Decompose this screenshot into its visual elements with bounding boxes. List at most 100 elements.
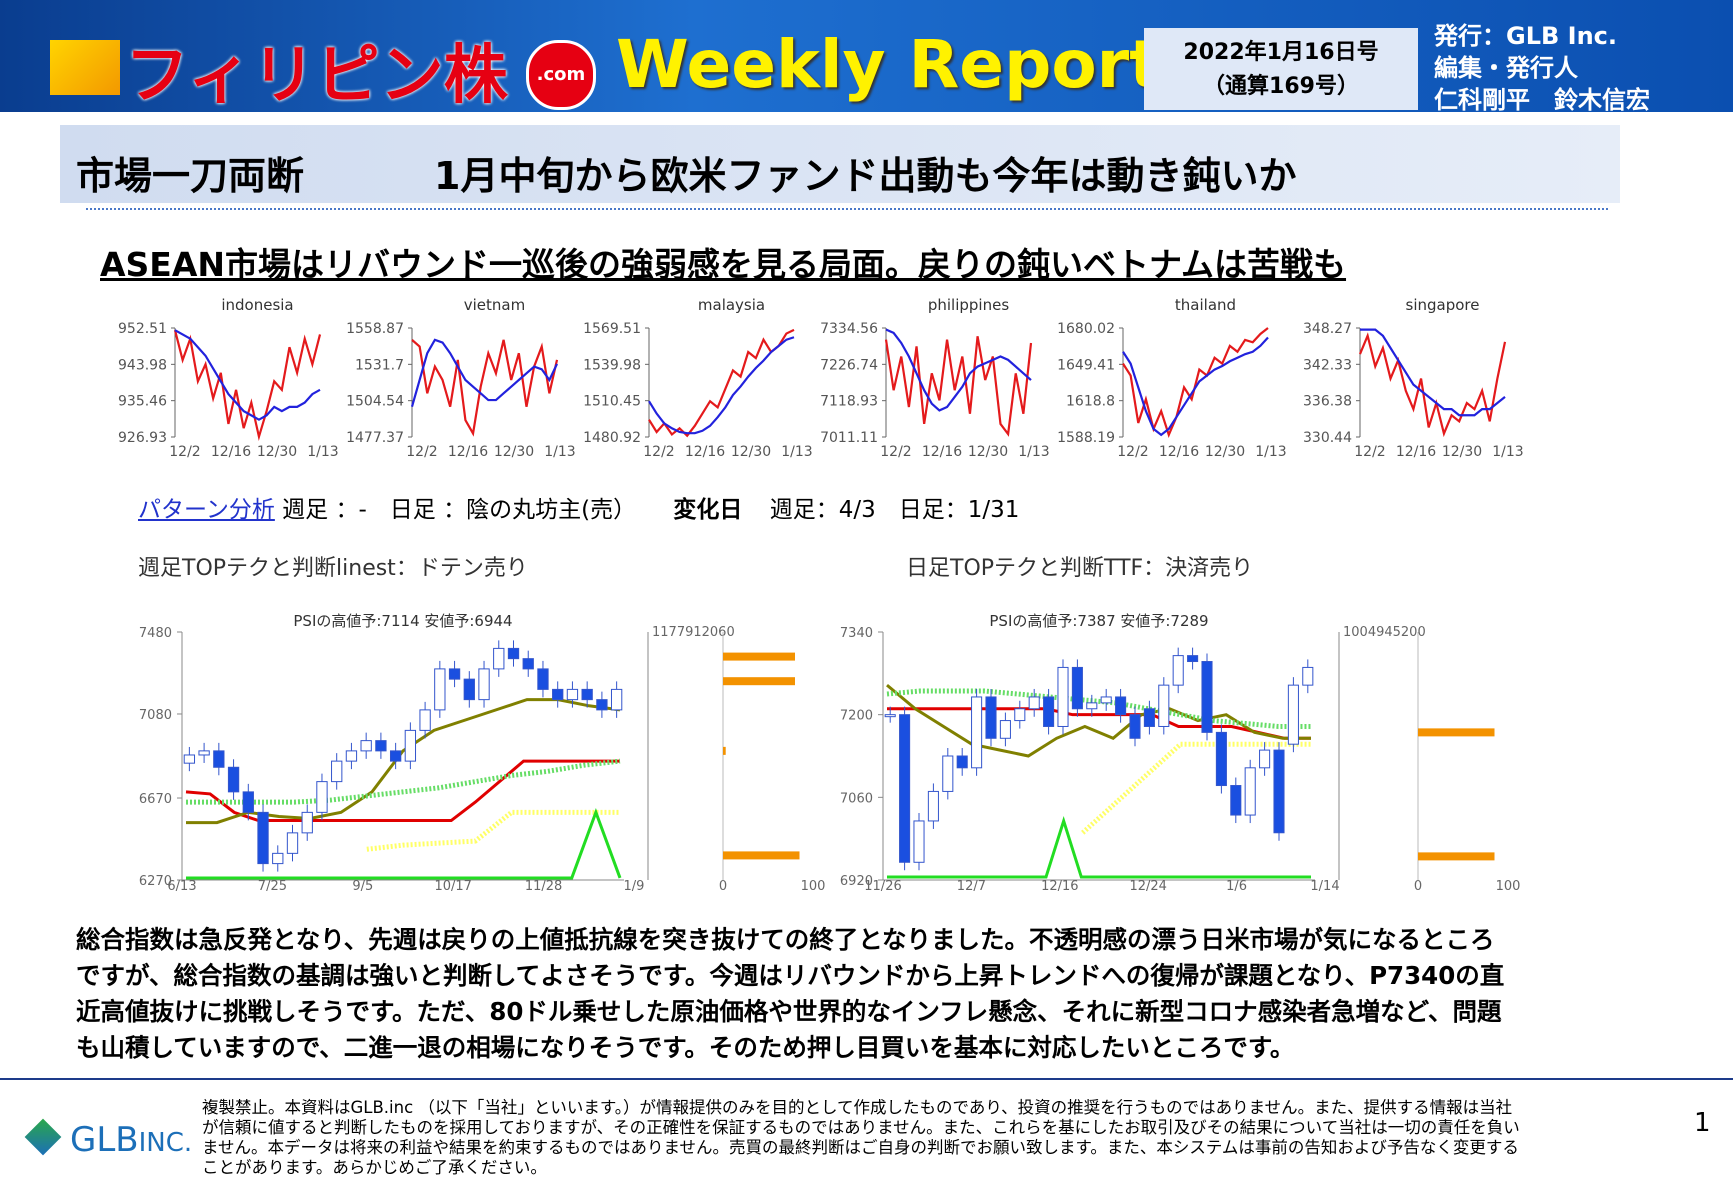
x-tick-label: 12/16 [448, 444, 488, 460]
brand: フィリピン株 [125, 39, 508, 113]
candle [884, 714, 896, 718]
candle [566, 688, 579, 701]
editor-role: 編集・発行人 [1434, 54, 1578, 82]
footer-logo: GLBINC. [70, 1120, 192, 1160]
candle [1014, 708, 1026, 722]
candle [493, 647, 505, 670]
section-headline: 1月中旬から欧米ファンド出動も今年は動き鈍いか [434, 154, 1297, 198]
series-line [1360, 328, 1506, 417]
candle [596, 699, 608, 711]
x-tick-label: 12/2 [169, 444, 200, 460]
series-line [648, 328, 795, 438]
candle [1028, 696, 1040, 710]
y-tick-label: 952.51 [118, 321, 167, 337]
candle [1071, 666, 1083, 710]
y-tick-label: 1539.98 [583, 357, 641, 373]
x-tick-label: 12/30 [257, 444, 297, 460]
mini-title: thailand [1175, 296, 1236, 314]
x-tick-label: 12/2 [1354, 444, 1385, 460]
candle [301, 811, 313, 834]
candle [463, 678, 475, 701]
x-tick-label: 12/24 [1129, 879, 1166, 894]
candle [242, 791, 254, 813]
candle [1129, 714, 1141, 739]
candle [331, 760, 343, 783]
y-tick-label: 7480 [139, 626, 172, 641]
candle [345, 750, 358, 762]
volume-max: 1177912060 [652, 625, 735, 640]
disclaimer-line: ません。本データは将来の利益や結果を約束するものではありません。売買の最終判断は… [202, 1138, 1519, 1157]
candle [213, 750, 225, 768]
candle [999, 720, 1011, 739]
candle [971, 696, 983, 769]
series-line [886, 683, 1311, 758]
series-line [411, 339, 559, 437]
disclaimer-line: 複製禁止。本資料はGLB.inc （以下「当社」といいます。）が情報提供のみを目… [202, 1098, 1513, 1117]
candle [1244, 767, 1256, 816]
series-line [366, 809, 620, 852]
candle [1187, 655, 1199, 663]
y-tick-label: 1480.92 [583, 430, 641, 446]
x-tick-label: 12/16 [685, 444, 725, 460]
disclaimer: 複製禁止。本資料はGLB.inc （以下「当社」といいます。）が情報提供のみを目… [202, 1098, 1520, 1178]
date: 2022年1月16日号 [1183, 40, 1379, 65]
candle [1302, 666, 1314, 686]
candle [1158, 684, 1170, 727]
y-tick-label: 7118.93 [820, 394, 878, 410]
x-tick-label: 12/2 [406, 444, 437, 460]
x-tick-label: 12/16 [1396, 444, 1436, 460]
candle [434, 668, 446, 711]
x-tick-label: 12/7 [957, 879, 986, 894]
candle [1201, 661, 1213, 733]
candle [1043, 696, 1055, 727]
candle [1057, 666, 1069, 727]
candle [1215, 731, 1227, 787]
y-tick-label: 6670 [139, 792, 172, 807]
candle [419, 709, 431, 731]
x-tick-label: 1/13 [1255, 444, 1286, 460]
x-tick-label: 9/5 [352, 879, 373, 894]
mini-title: indonesia [221, 296, 293, 314]
series-line [884, 336, 1033, 437]
mini-title: philippines [928, 296, 1009, 314]
y-tick-label: 342.33 [1303, 357, 1352, 373]
y-tick-label: 336.38 [1303, 394, 1352, 410]
brand-icon [50, 40, 120, 95]
daily-judgement: 日足TOPテクと判断TTF：決済売り [906, 556, 1254, 581]
x-tick-label: 1/9 [624, 879, 645, 894]
profile-bar [723, 652, 795, 661]
y-tick-label: 7080 [139, 708, 172, 723]
y-tick-label: 330.44 [1303, 430, 1352, 446]
y-tick-label: 7011.11 [820, 430, 878, 446]
y-tick-label: 7334.56 [820, 321, 878, 337]
y-tick-label: 943.98 [118, 357, 167, 373]
series-line [1358, 332, 1507, 438]
body-line: も山積していますので、二進一退の相場になりそうです。そのため押し目買いを基本に対… [76, 1033, 1295, 1062]
footer-line [0, 1078, 1733, 1080]
mini-title: vietnam [464, 296, 525, 314]
chart-annotation: PSIの高値予:7114 安値予:6944 [293, 612, 512, 630]
publisher-info: 発行：GLB Inc. 編集・発行人 仁科剛平 鈴木信宏 [1434, 20, 1650, 116]
x-tick-label: 1/14 [1310, 879, 1339, 894]
candle [1230, 785, 1242, 816]
x-tick-label: 12/16 [211, 444, 251, 460]
profile-bar [723, 851, 800, 860]
pattern-link[interactable]: パターン分析 [138, 497, 275, 523]
disclaimer-line: が信頼に値すると判断したものを採用しておりますが、その正確性を保証するものではあ… [202, 1118, 1520, 1137]
body-line: ですが、総合指数の基調は強いと判断してよさそうです。今週はリバウンドから上昇トレ… [76, 961, 1505, 990]
series-line [186, 808, 622, 880]
mini-title: malaysia [698, 296, 765, 314]
logo-suffix: INC. [138, 1128, 193, 1158]
candle [448, 668, 461, 680]
profile-bar [723, 746, 726, 755]
candle [316, 781, 328, 813]
section-bar [60, 125, 1620, 203]
candle [272, 852, 284, 865]
profile-bar [1418, 728, 1495, 737]
series-line [648, 336, 795, 435]
x-tick-label: 1/13 [307, 444, 338, 460]
series-line [1081, 741, 1311, 835]
y-tick-label: 7340 [840, 626, 873, 641]
profile-tick-label: 100 [1496, 879, 1521, 894]
